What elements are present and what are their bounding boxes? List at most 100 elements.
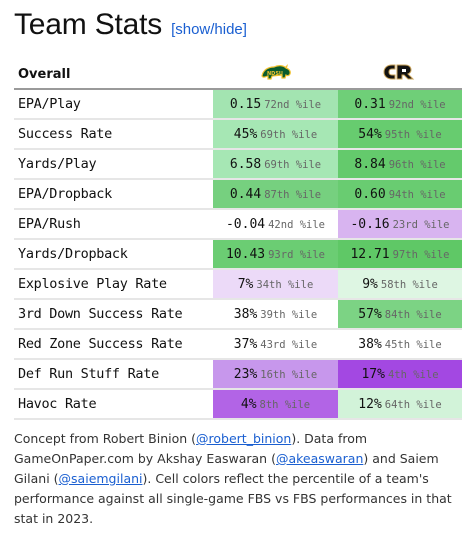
team1-header: NDSU <box>213 60 338 90</box>
table-row: EPA/Dropback 0.44 87th %ile 0.60 94th %ile <box>14 179 462 210</box>
team1-stat-cell: 10.43 93rd %ile <box>213 239 338 270</box>
footnote-text: ). Data from GameOnPaper.com by Akshay E… <box>14 431 368 466</box>
footnote-text: ) and Saiem Gilani ( <box>14 451 439 486</box>
table-row: Def Run Stuff Rate 23% 16th %ile 17% 4th %il… <box>14 359 462 390</box>
stat-value: 10.43 <box>225 246 266 262</box>
percentile-label: 23rd %ile <box>392 218 450 231</box>
percentile-label: 97th %ile <box>392 248 450 261</box>
percentile-label: 64th %ile <box>384 398 442 411</box>
team2-stat-cell: 0.31 92nd %ile <box>338 89 462 120</box>
team2-header <box>338 60 462 90</box>
ndsu-bison-logo-icon: NDSU <box>259 63 293 85</box>
stat-value: 37% <box>233 336 258 352</box>
stat-name: Red Zone Success Rate <box>14 329 213 360</box>
team1-stat-cell: 6.58 69th %ile <box>213 149 338 180</box>
title-row: Team Stats [show/hide] <box>14 8 247 48</box>
table-row: Havoc Rate 4% 8th %ile 12% 64th %ile <box>14 389 462 420</box>
stat-value: 38% <box>358 336 382 352</box>
team1-stat-cell: 4% 8th %ile <box>213 389 338 420</box>
percentile-label: 69th %ile <box>264 158 322 171</box>
stat-value: 0.31 <box>354 96 386 112</box>
stat-name: Yards/Play <box>14 149 213 180</box>
page-title: Team Stats <box>14 8 163 41</box>
stat-value: 54% <box>358 126 382 142</box>
table-row: Yards/Dropback 10.43 93rd %ile 12.71 97th %i… <box>14 239 462 270</box>
table-row: 3rd Down Success Rate 38% 39th %ile 57% 84th… <box>14 299 462 330</box>
stat-name: EPA/Dropback <box>14 179 213 210</box>
stat-value: 23% <box>233 366 258 382</box>
percentile-label: 43rd %ile <box>260 338 318 351</box>
percentile-label: 39th %ile <box>260 308 318 321</box>
table-row: Explosive Play Rate 7% 34th %ile 9% 58th %il… <box>14 269 462 300</box>
table-row: EPA/Play 0.15 72nd %ile 0.31 92nd %ile <box>14 89 462 120</box>
stat-value: 12.71 <box>350 246 390 262</box>
percentile-label: 8th %ile <box>259 398 311 411</box>
stats-table: Overall NDSU <box>14 60 462 420</box>
stat-name: Success Rate <box>14 119 213 150</box>
percentile-label: 87th %ile <box>264 188 322 201</box>
stat-value: -0.16 <box>350 216 390 232</box>
percentile-label: 69th %ile <box>260 128 318 141</box>
akeaswaran-link[interactable]: @akeaswaran <box>275 451 364 466</box>
robert-binion-link[interactable]: @robert_binion <box>196 431 292 446</box>
team1-stat-cell: -0.04 42nd %ile <box>213 209 338 240</box>
stat-value: -0.04 <box>225 216 266 232</box>
stat-value: 9% <box>362 276 378 292</box>
percentile-label: 4th %ile <box>387 368 439 381</box>
percentile-label: 94th %ile <box>388 188 446 201</box>
stat-value: 12% <box>358 396 382 412</box>
stat-name: Def Run Stuff Rate <box>14 359 213 390</box>
footnote-text: ). Cell colors reflect the percentile of… <box>14 471 452 526</box>
team2-stat-cell: 12.71 97th %ile <box>338 239 462 270</box>
stat-value: 6.58 <box>229 156 262 172</box>
stat-name: EPA/Rush <box>14 209 213 240</box>
stat-value: 38% <box>233 306 258 322</box>
percentile-label: 16th %ile <box>260 368 318 381</box>
team2-stat-cell: 0.60 94th %ile <box>338 179 462 210</box>
team1-stat-cell: 0.15 72nd %ile <box>213 89 338 120</box>
table-row: Yards/Play 6.58 69th %ile 8.84 96th %ile <box>14 149 462 180</box>
stat-value: 17% <box>361 366 385 382</box>
stat-name: EPA/Play <box>14 89 213 120</box>
percentile-label: 34th %ile <box>256 278 314 291</box>
stat-name: Yards/Dropback <box>14 239 213 270</box>
stat-value: 0.44 <box>229 186 262 202</box>
percentile-label: 72nd %ile <box>264 98 322 111</box>
team2-stat-cell: 57% 84th %ile <box>338 299 462 330</box>
team2-stat-cell: 17% 4th %ile <box>338 359 462 390</box>
percentile-label: 93rd %ile <box>268 248 326 261</box>
stat-name: 3rd Down Success Rate <box>14 299 213 330</box>
section-label: Overall <box>14 60 213 90</box>
show-hide-toggle[interactable]: [show/hide] <box>171 21 247 38</box>
team2-stat-cell: 54% 95th %ile <box>338 119 462 150</box>
stat-name: Havoc Rate <box>14 389 213 420</box>
team1-stat-cell: 7% 34th %ile <box>213 269 338 300</box>
team2-stat-cell: 12% 64th %ile <box>338 389 462 420</box>
team2-stat-cell: 8.84 96th %ile <box>338 149 462 180</box>
team1-stat-cell: 38% 39th %ile <box>213 299 338 330</box>
stat-value: 0.60 <box>354 186 386 202</box>
stat-value: 7% <box>237 276 254 292</box>
stat-value: 57% <box>358 306 382 322</box>
stat-name: Explosive Play Rate <box>14 269 213 300</box>
percentile-label: 58th %ile <box>380 278 438 291</box>
stat-value: 4% <box>240 396 257 412</box>
team1-stat-cell: 23% 16th %ile <box>213 359 338 390</box>
percentile-label: 45th %ile <box>384 338 442 351</box>
svg-text:NDSU: NDSU <box>267 71 283 77</box>
saiemgilani-link[interactable]: @saiemgilani <box>58 471 143 486</box>
table-row: Success Rate 45% 69th %ile 54% 95th %ile <box>14 119 462 150</box>
table-row: Red Zone Success Rate 37% 43rd %ile 38% 45th… <box>14 329 462 360</box>
team2-stat-cell: 38% 45th %ile <box>338 329 462 360</box>
percentile-label: 92nd %ile <box>388 98 446 111</box>
team1-stat-cell: 0.44 87th %ile <box>213 179 338 210</box>
team2-stat-cell: -0.16 23rd %ile <box>338 209 462 240</box>
team1-stat-cell: 45% 69th %ile <box>213 119 338 150</box>
footnote-text: Concept from Robert Binion ( <box>14 431 197 446</box>
stat-value: 0.15 <box>229 96 262 112</box>
percentile-label: 95th %ile <box>384 128 442 141</box>
team2-stat-cell: 9% 58th %ile <box>338 269 462 300</box>
stat-value: 45% <box>233 126 258 142</box>
table-row: EPA/Rush -0.04 42nd %ile -0.16 23rd %ile <box>14 209 462 240</box>
